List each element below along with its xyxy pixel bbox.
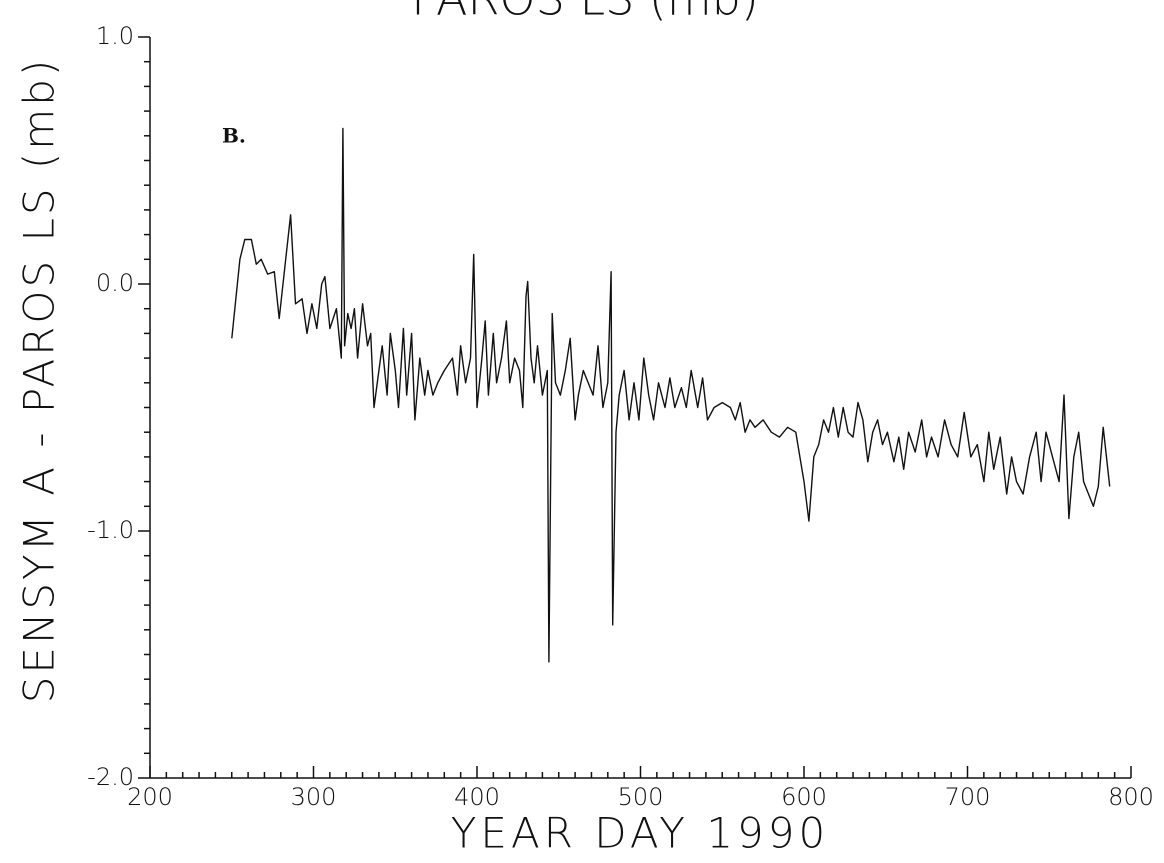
x-tick-label: 300 <box>291 783 337 811</box>
x-tick-label: 600 <box>781 783 827 811</box>
y-tick-label: -1.0 <box>87 516 134 544</box>
y-tick-label: 0.0 <box>96 269 134 297</box>
y-axis-label: SENSYM A - PAROS LS (mb) <box>15 57 64 704</box>
x-tick-label: 700 <box>945 783 991 811</box>
y-tick-label: -2.0 <box>87 763 134 791</box>
x-axis-label: YEAR DAY 1990 <box>451 809 829 858</box>
data-line <box>231 127 1111 663</box>
x-tick-label: 200 <box>127 783 173 811</box>
x-tick-label: 500 <box>618 783 664 811</box>
annotation: B. <box>222 124 246 148</box>
chart-title: PAROS LS (mb) <box>411 0 759 26</box>
x-tick-label: 800 <box>1108 783 1154 811</box>
x-tick-label: 400 <box>454 783 500 811</box>
y-tick-label: 1.0 <box>96 22 134 50</box>
